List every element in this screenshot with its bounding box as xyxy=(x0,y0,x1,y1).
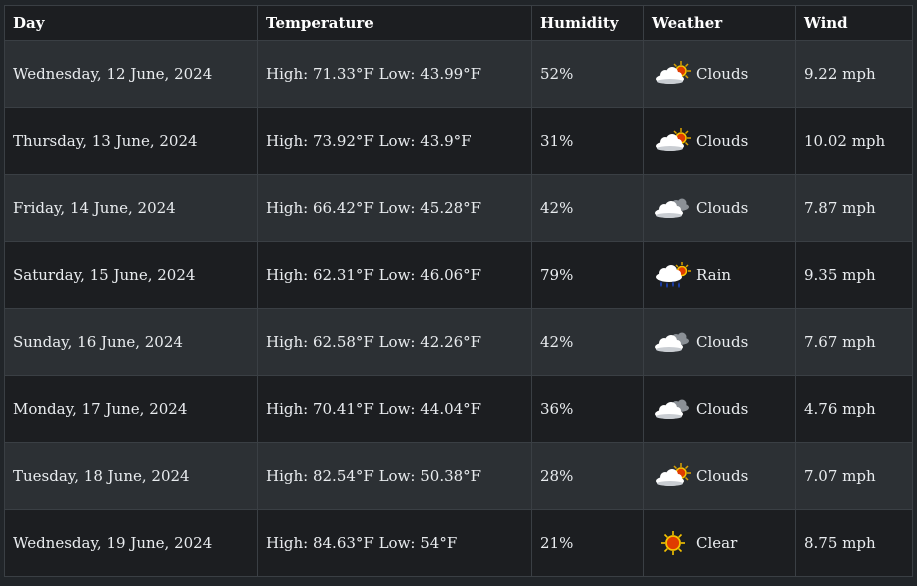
day-cell: Monday, 17 June, 2024 xyxy=(4,375,258,443)
humidity-cell: 28% xyxy=(531,442,644,510)
weather-cell: Clouds xyxy=(643,40,796,108)
weather-condition: Clouds xyxy=(652,126,787,156)
wind-cell: 9.35 mph xyxy=(795,241,913,309)
humidity-cell: 21% xyxy=(531,509,644,577)
column-header-temperature[interactable]: Temperature xyxy=(257,5,532,41)
table-row: Tuesday, 18 June, 2024 High: 82.54°F Low:… xyxy=(4,442,913,510)
rain-icon xyxy=(652,260,694,290)
forecast-container: Day Temperature Humidity Weather Wind We… xyxy=(4,5,913,577)
column-header-day[interactable]: Day xyxy=(4,5,258,41)
wind-cell: 7.67 mph xyxy=(795,308,913,376)
wind-cell: 10.02 mph xyxy=(795,107,913,175)
day-cell: Saturday, 15 June, 2024 xyxy=(4,241,258,309)
temperature-cell: High: 73.92°F Low: 43.9°F xyxy=(257,107,532,175)
table-row: Wednesday, 12 June, 2024 High: 71.33°F Lo… xyxy=(4,40,913,108)
weather-label: Clouds xyxy=(696,65,749,83)
wind-cell: 8.75 mph xyxy=(795,509,913,577)
humidity-cell: 42% xyxy=(531,174,644,242)
day-cell: Tuesday, 18 June, 2024 xyxy=(4,442,258,510)
sun-cloud-icon xyxy=(652,126,694,156)
weather-label: Rain xyxy=(696,266,732,284)
weather-label: Clouds xyxy=(696,333,749,351)
broken-clouds-icon xyxy=(652,394,694,424)
sun-icon xyxy=(652,528,694,558)
weather-condition: Clouds xyxy=(652,193,787,223)
temperature-cell: High: 82.54°F Low: 50.38°F xyxy=(257,442,532,510)
weather-condition: Clouds xyxy=(652,461,787,491)
wind-cell: 9.22 mph xyxy=(795,40,913,108)
broken-clouds-icon xyxy=(652,327,694,357)
temperature-cell: High: 66.42°F Low: 45.28°F xyxy=(257,174,532,242)
wind-cell: 7.87 mph xyxy=(795,174,913,242)
temperature-cell: High: 84.63°F Low: 54°F xyxy=(257,509,532,577)
weather-label: Clouds xyxy=(696,132,749,150)
day-cell: Friday, 14 June, 2024 xyxy=(4,174,258,242)
temperature-cell: High: 71.33°F Low: 43.99°F xyxy=(257,40,532,108)
weather-cell: Clouds xyxy=(643,107,796,175)
weather-cell: Clear xyxy=(643,509,796,577)
weather-label: Clouds xyxy=(696,400,749,418)
column-header-humidity[interactable]: Humidity xyxy=(531,5,644,41)
column-header-weather[interactable]: Weather xyxy=(643,5,796,41)
broken-clouds-icon xyxy=(652,193,694,223)
forecast-body: Wednesday, 12 June, 2024 High: 71.33°F Lo… xyxy=(4,40,913,577)
weather-condition: Clouds xyxy=(652,59,787,89)
forecast-table: Day Temperature Humidity Weather Wind We… xyxy=(4,5,913,577)
day-cell: Sunday, 16 June, 2024 xyxy=(4,308,258,376)
sun-cloud-icon xyxy=(652,461,694,491)
weather-cell: Clouds xyxy=(643,174,796,242)
weather-label: Clear xyxy=(696,534,738,552)
table-row: Thursday, 13 June, 2024 High: 73.92°F Low… xyxy=(4,107,913,175)
weather-label: Clouds xyxy=(696,199,749,217)
weather-cell: Clouds xyxy=(643,375,796,443)
weather-condition: Clouds xyxy=(652,394,787,424)
table-row: Wednesday, 19 June, 2024 High: 84.63°F Lo… xyxy=(4,509,913,577)
table-row: Monday, 17 June, 2024 High: 70.41°F Low: … xyxy=(4,375,913,443)
weather-label: Clouds xyxy=(696,467,749,485)
humidity-cell: 31% xyxy=(531,107,644,175)
weather-cell: Clouds xyxy=(643,308,796,376)
day-cell: Wednesday, 12 June, 2024 xyxy=(4,40,258,108)
table-row: Saturday, 15 June, 2024 High: 62.31°F Low… xyxy=(4,241,913,309)
weather-condition: Clear xyxy=(652,528,787,558)
humidity-cell: 52% xyxy=(531,40,644,108)
humidity-cell: 42% xyxy=(531,308,644,376)
table-row: Sunday, 16 June, 2024 High: 62.58°F Low: … xyxy=(4,308,913,376)
weather-condition: Rain xyxy=(652,260,787,290)
wind-cell: 4.76 mph xyxy=(795,375,913,443)
column-header-wind[interactable]: Wind xyxy=(795,5,913,41)
weather-cell: Rain xyxy=(643,241,796,309)
sun-cloud-icon xyxy=(652,59,694,89)
temperature-cell: High: 70.41°F Low: 44.04°F xyxy=(257,375,532,443)
humidity-cell: 79% xyxy=(531,241,644,309)
temperature-cell: High: 62.31°F Low: 46.06°F xyxy=(257,241,532,309)
day-cell: Thursday, 13 June, 2024 xyxy=(4,107,258,175)
table-header-row: Day Temperature Humidity Weather Wind xyxy=(4,5,913,41)
weather-condition: Clouds xyxy=(652,327,787,357)
day-cell: Wednesday, 19 June, 2024 xyxy=(4,509,258,577)
weather-cell: Clouds xyxy=(643,442,796,510)
wind-cell: 7.07 mph xyxy=(795,442,913,510)
temperature-cell: High: 62.58°F Low: 42.26°F xyxy=(257,308,532,376)
table-row: Friday, 14 June, 2024 High: 66.42°F Low: … xyxy=(4,174,913,242)
humidity-cell: 36% xyxy=(531,375,644,443)
